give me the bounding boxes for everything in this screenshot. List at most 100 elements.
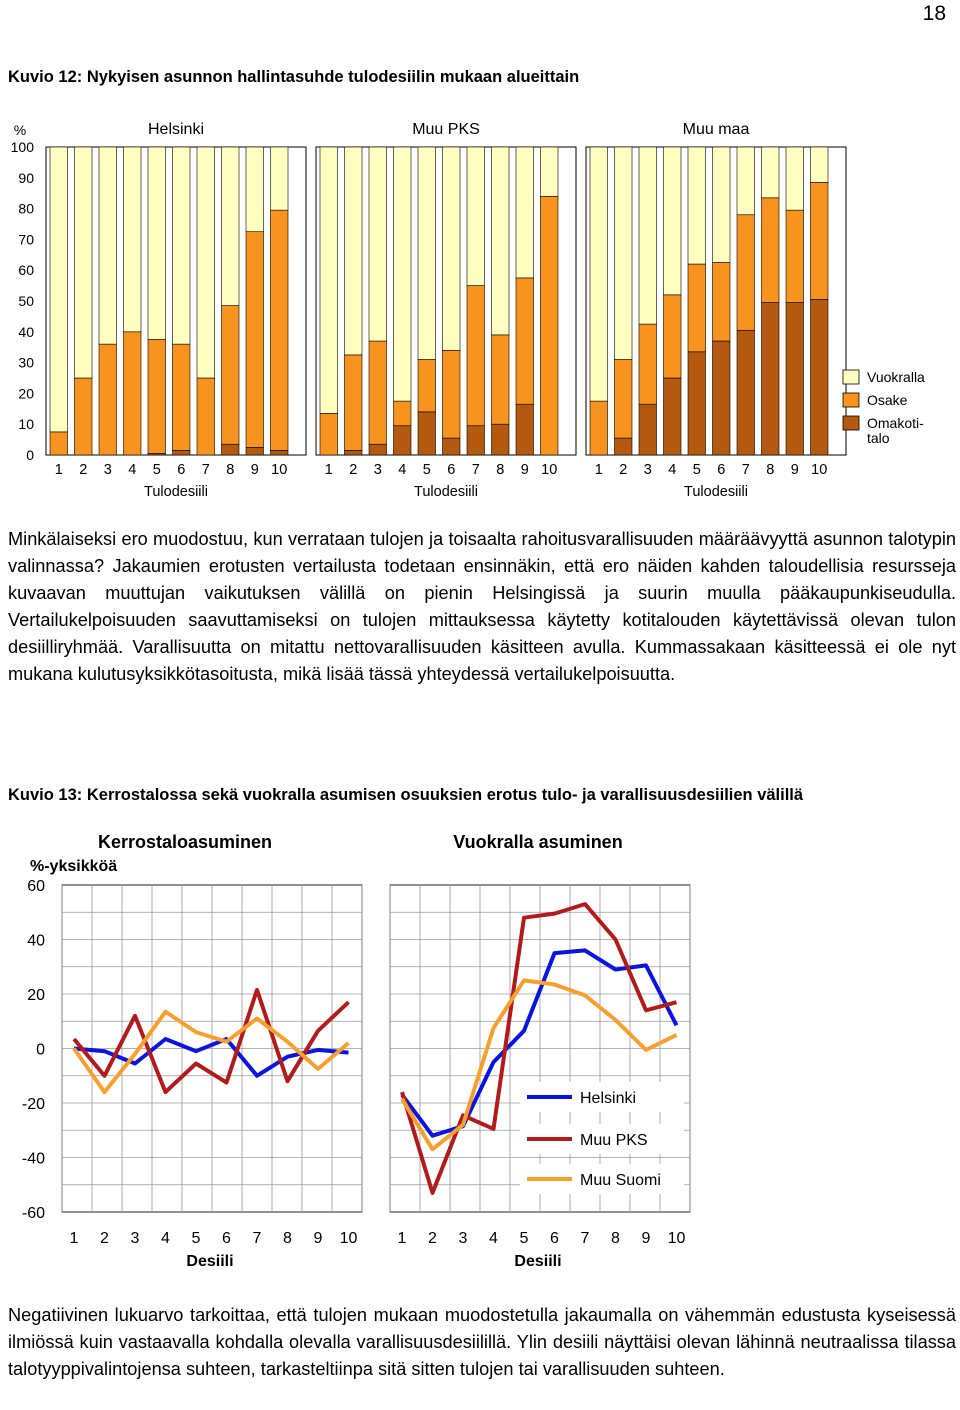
- legend-swatch: [842, 369, 860, 385]
- legend-label: Osake: [867, 392, 908, 408]
- y-tick-label: 30: [18, 355, 34, 371]
- x-tick-label: 10: [271, 462, 287, 478]
- bar-segment: [172, 450, 191, 456]
- bar-segment: [785, 209, 804, 303]
- bar-segment: [491, 423, 510, 456]
- x-tick-label: 6: [717, 462, 725, 478]
- bar-segment: [540, 195, 559, 456]
- bar-segment: [663, 146, 682, 296]
- bar-segment: [147, 146, 166, 340]
- x-tick-label: 4: [668, 462, 676, 478]
- bar-segment: [785, 146, 804, 211]
- bar-segment: [393, 400, 412, 427]
- bar-segment: [663, 377, 682, 456]
- bar-segment: [442, 146, 461, 351]
- x-tick-label: 4: [489, 1230, 498, 1247]
- series-line: [400, 978, 678, 1152]
- bar-segment: [614, 359, 633, 439]
- x-tick-label: 2: [428, 1230, 437, 1247]
- x-tick-label: 4: [161, 1230, 170, 1247]
- figure-13-title: Kuvio 13: Kerrostalossa sekä vuokralla a…: [8, 786, 804, 804]
- y-tick-label: -60: [22, 1205, 45, 1222]
- bar-segment: [74, 146, 93, 379]
- x-tick-label: 5: [693, 462, 701, 478]
- x-tick-label: 2: [349, 462, 357, 478]
- panel-title: Vuokralla asuminen: [453, 832, 622, 852]
- bar-segment: [614, 437, 633, 456]
- y-tick-label: 60: [27, 878, 45, 895]
- bar-segment: [49, 431, 68, 456]
- series-line: [400, 948, 679, 1138]
- x-tick-label: 2: [100, 1230, 109, 1247]
- y-tick-label: 0: [36, 1042, 45, 1059]
- bar-segment: [466, 285, 485, 427]
- bar-segment: [270, 209, 289, 451]
- page-number: 18: [922, 2, 946, 25]
- bar-segment: [761, 197, 780, 303]
- bar-segment: [368, 146, 387, 342]
- bar-segment: [344, 354, 363, 451]
- bar-segment: [638, 323, 657, 405]
- y-tick-label: 90: [18, 170, 34, 186]
- x-tick-label: 9: [314, 1230, 323, 1247]
- x-tick-label: 8: [766, 462, 774, 478]
- x-tick-label: 1: [55, 462, 63, 478]
- bar-segment: [466, 146, 485, 286]
- bar-segment: [442, 437, 461, 456]
- bar-segment: [638, 403, 657, 456]
- paragraph-2-text: Negatiivinen lukuarvo tarkoittaa, että t…: [8, 1305, 956, 1379]
- y-tick-label: 20: [18, 385, 34, 401]
- bar-segment: [344, 450, 363, 456]
- y-tick-label: 70: [18, 231, 34, 247]
- legend-label: Muu Suomi: [580, 1172, 661, 1189]
- x-tick-label: 10: [340, 1230, 358, 1247]
- bar-segment: [123, 331, 142, 456]
- bar-segment: [270, 146, 289, 211]
- panel-title: Muu maa: [683, 121, 750, 138]
- x-tick-label: 8: [226, 462, 234, 478]
- bar-segment: [221, 146, 240, 306]
- y-tick-label: 40: [27, 933, 45, 950]
- y-tick-label: 20: [27, 987, 45, 1004]
- paragraph-1-text: Minkälaiseksi ero muodostuu, kun verrata…: [8, 529, 956, 684]
- bar-segment: [196, 146, 215, 379]
- x-tick-label: 9: [251, 462, 259, 478]
- x-tick-label: 5: [423, 462, 431, 478]
- bar-segment: [736, 329, 755, 456]
- x-tick-label: 6: [177, 462, 185, 478]
- panel-title: Helsinki: [148, 121, 204, 138]
- legend-label: Omakoti-: [867, 415, 924, 431]
- bar-segment: [172, 343, 191, 451]
- x-tick-label: 7: [253, 1230, 262, 1247]
- legend-swatch: [842, 415, 860, 431]
- bar-segment: [368, 340, 387, 445]
- bar-segment: [270, 450, 289, 456]
- bar-segment: [245, 231, 264, 448]
- y-tick-label: 10: [18, 416, 34, 432]
- x-tick-label: 9: [642, 1230, 651, 1247]
- bar-segment: [221, 305, 240, 445]
- series-line: [72, 1009, 350, 1095]
- x-tick-label: 3: [459, 1230, 468, 1247]
- y-axis-label: %: [14, 122, 26, 138]
- y-tick-label: 100: [11, 139, 35, 155]
- bar-segment: [712, 262, 731, 342]
- series-line: [400, 902, 678, 1195]
- x-tick-label: 7: [581, 1230, 590, 1247]
- figure-13-chart: %-yksikköä 60 40 20 0 -20 -40 -60 Kerrostaloasum…: [22, 832, 691, 1270]
- x-tick-label: 1: [595, 462, 603, 478]
- bar-segment: [540, 146, 559, 197]
- bar-segment: [589, 146, 608, 402]
- bar-segment: [74, 377, 93, 456]
- bar-segment: [319, 146, 338, 414]
- bar-segment: [712, 340, 731, 456]
- x-tick-label: 3: [644, 462, 652, 478]
- paragraph-1: Minkälaiseksi ero muodostuu, kun verrata…: [8, 526, 956, 688]
- bar-segment: [442, 349, 461, 439]
- x-axis-label: Tulodesiili: [684, 484, 748, 500]
- bar-segment: [810, 299, 829, 456]
- bar-segment: [663, 294, 682, 379]
- x-tick-label: 2: [619, 462, 627, 478]
- bar-segment: [687, 146, 706, 265]
